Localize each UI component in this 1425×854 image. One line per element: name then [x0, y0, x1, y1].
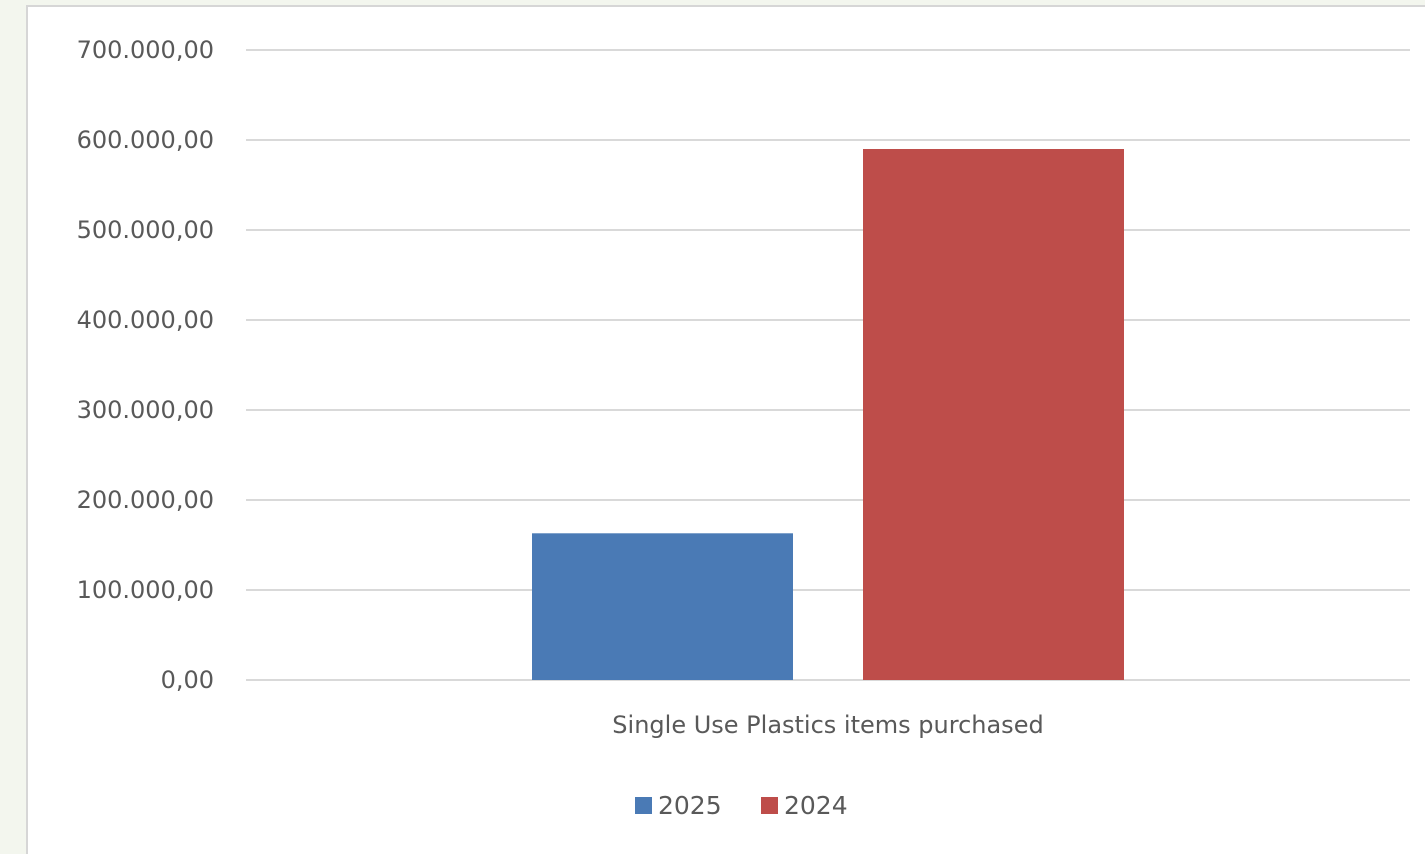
legend: 2025 2024 [635, 791, 848, 820]
y-tick-label: 100.000,00 [77, 576, 214, 604]
bars [532, 149, 1124, 680]
y-tick-label: 500.000,00 [77, 216, 214, 244]
chart-frame: 0,00 100.000,00 200.000,00 300.000,00 400.00… [26, 5, 1425, 854]
y-tick-label: 300.000,00 [77, 396, 214, 424]
bar-2025 [532, 533, 793, 680]
y-tick-label: 600.000,00 [77, 126, 214, 154]
legend-label-2024: 2024 [784, 791, 848, 820]
x-category-label: Single Use Plastics items purchased [612, 711, 1043, 739]
legend-label-2025: 2025 [658, 791, 722, 820]
y-tick-label: 700.000,00 [77, 36, 214, 64]
y-tick-label: 0,00 [161, 666, 214, 694]
legend-swatch-2025 [635, 797, 652, 814]
bar-2024 [863, 149, 1124, 680]
legend-swatch-2024 [761, 797, 778, 814]
gridlines [246, 49, 1410, 681]
y-tick-label: 400.000,00 [77, 306, 214, 334]
x-axis-category-labels: Single Use Plastics items purchased [612, 711, 1043, 739]
y-tick-label: 200.000,00 [77, 486, 214, 514]
bar-chart: 0,00 100.000,00 200.000,00 300.000,00 400.00… [77, 36, 1410, 820]
y-axis-tick-labels: 0,00 100.000,00 200.000,00 300.000,00 400.00… [77, 36, 214, 694]
